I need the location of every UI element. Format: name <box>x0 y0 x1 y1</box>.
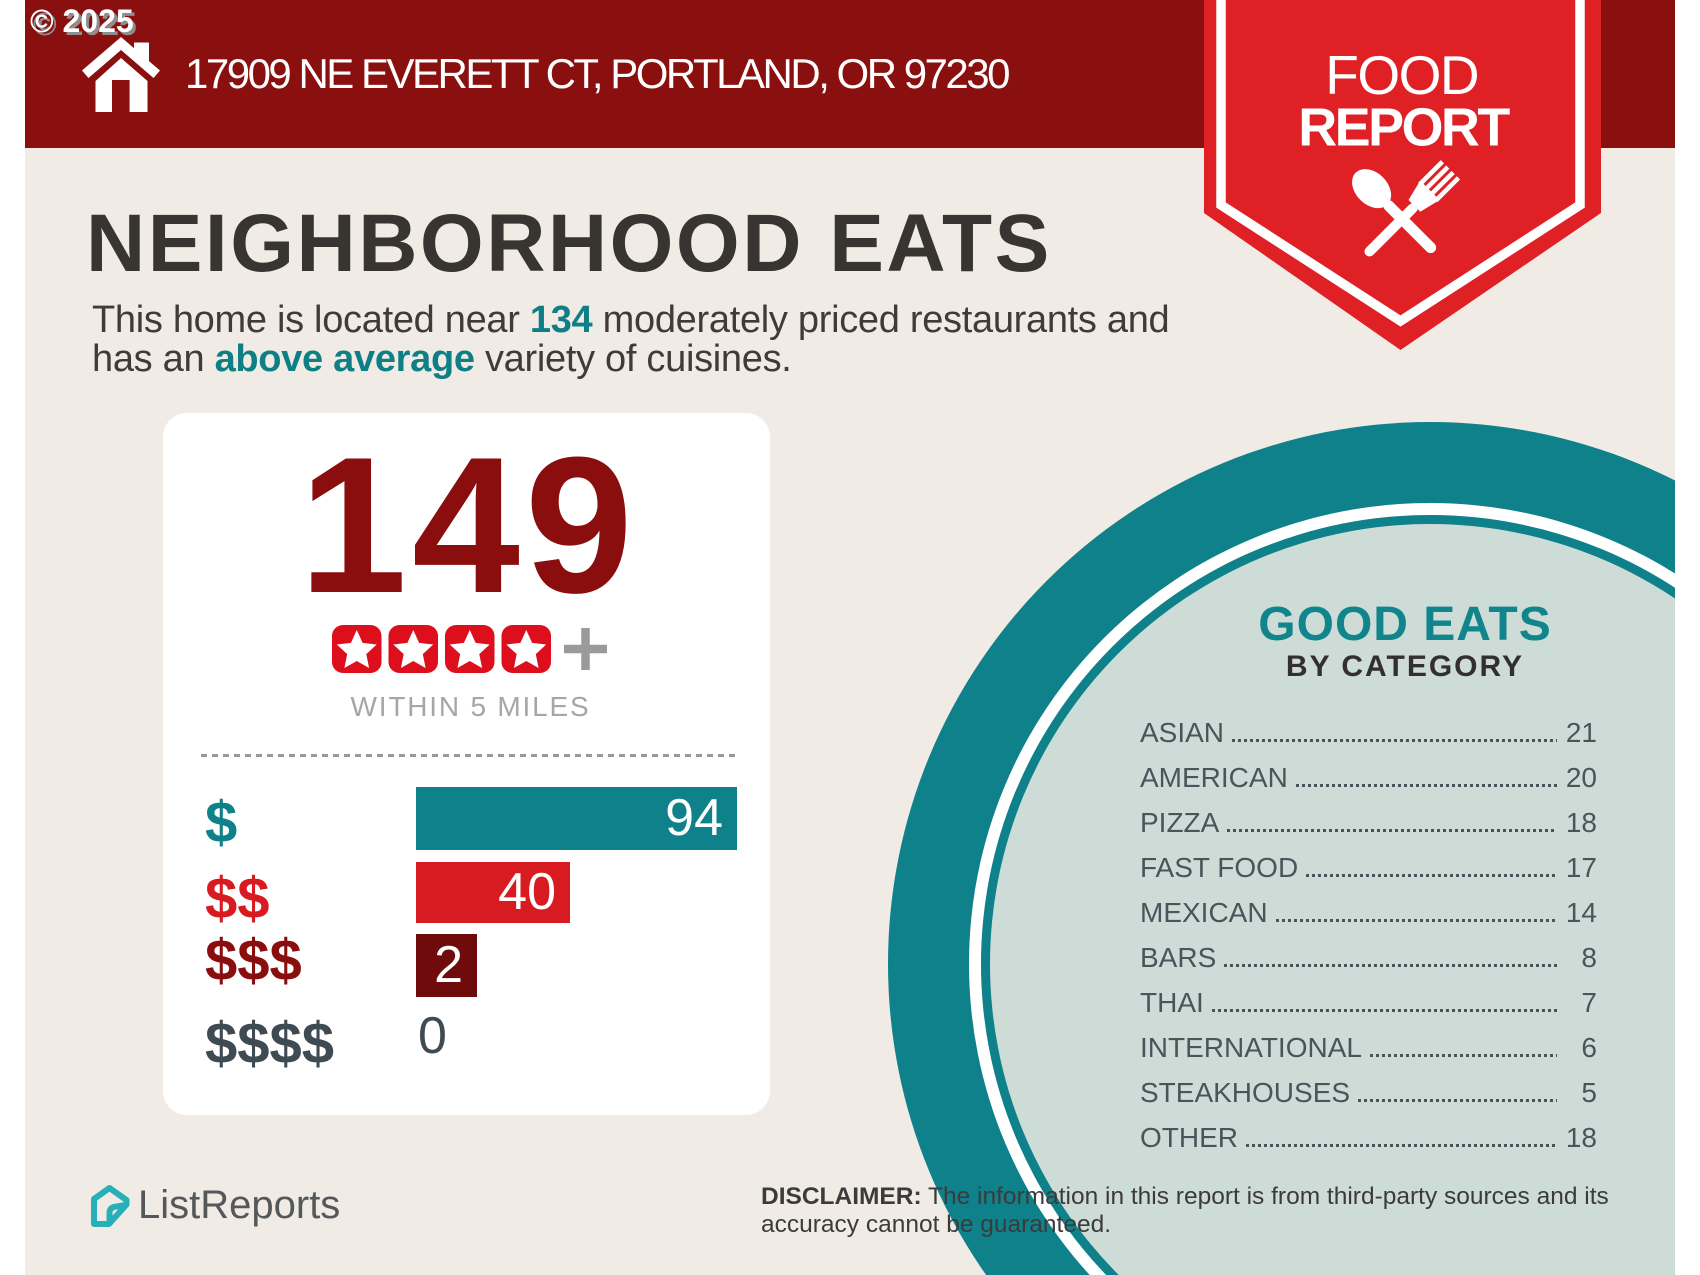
svg-text:FOOD: FOOD <box>1325 44 1478 106</box>
svg-text:REPORT: REPORT <box>1298 98 1510 158</box>
